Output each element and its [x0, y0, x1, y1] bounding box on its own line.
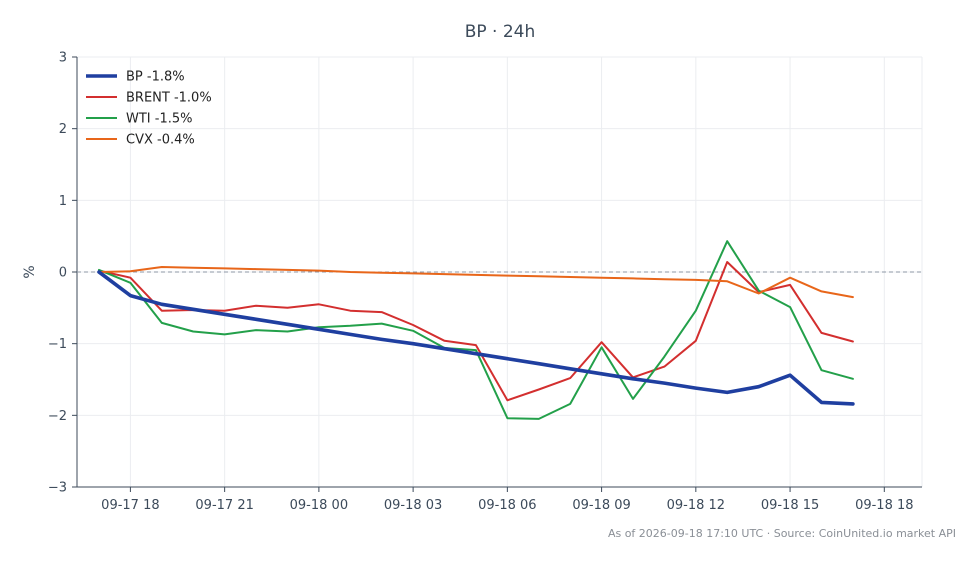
y-tick-label: 1	[59, 194, 67, 209]
chart-title: BP · 24h	[465, 22, 536, 42]
y-tick-label: −1	[48, 337, 67, 352]
y-tick-label: −2	[48, 409, 67, 424]
legend-label-bp: BP -1.8%	[126, 70, 185, 85]
legend: BP -1.8% BRENT -1.0% WTI -1.5% CVX -0.4%	[86, 70, 212, 148]
x-tick-label: 09-17 18	[101, 498, 159, 513]
y-axis-label: %	[22, 265, 38, 278]
series-line-bp	[97, 270, 855, 406]
legend-label-cvx: CVX -0.4%	[126, 133, 195, 148]
y-tick-label: 3	[59, 51, 67, 66]
source-footer: As of 2026-09-18 17:10 UTC · Source: Coi…	[608, 527, 956, 540]
x-tick-label: 09-17 21	[195, 498, 253, 513]
series-line-wti	[98, 240, 854, 420]
y-tick-label: 0	[59, 266, 67, 281]
x-tick-label: 09-18 03	[384, 498, 442, 513]
x-tick-label: 09-18 12	[667, 498, 725, 513]
x-tick-label: 09-18 18	[855, 498, 913, 513]
x-tick-label: 09-18 06	[478, 498, 536, 513]
y-tick-label: 2	[59, 122, 67, 137]
legend-label-brent: BRENT -1.0%	[126, 91, 212, 106]
series-line-cvx	[98, 266, 854, 299]
series-lines	[97, 240, 855, 420]
tick-labels: 3 2 1 0 −1 −2 −3 09-17 18 09-17 21 09-18 00 09-18 …	[48, 51, 914, 514]
x-tick-label: 09-18 00	[290, 498, 348, 513]
x-tick-label: 09-18 15	[761, 498, 819, 513]
series-line-brent	[98, 261, 854, 402]
x-tick-label: 09-18 09	[572, 498, 630, 513]
legend-label-wti: WTI -1.5%	[126, 112, 192, 127]
y-tick-label: −3	[48, 481, 67, 496]
